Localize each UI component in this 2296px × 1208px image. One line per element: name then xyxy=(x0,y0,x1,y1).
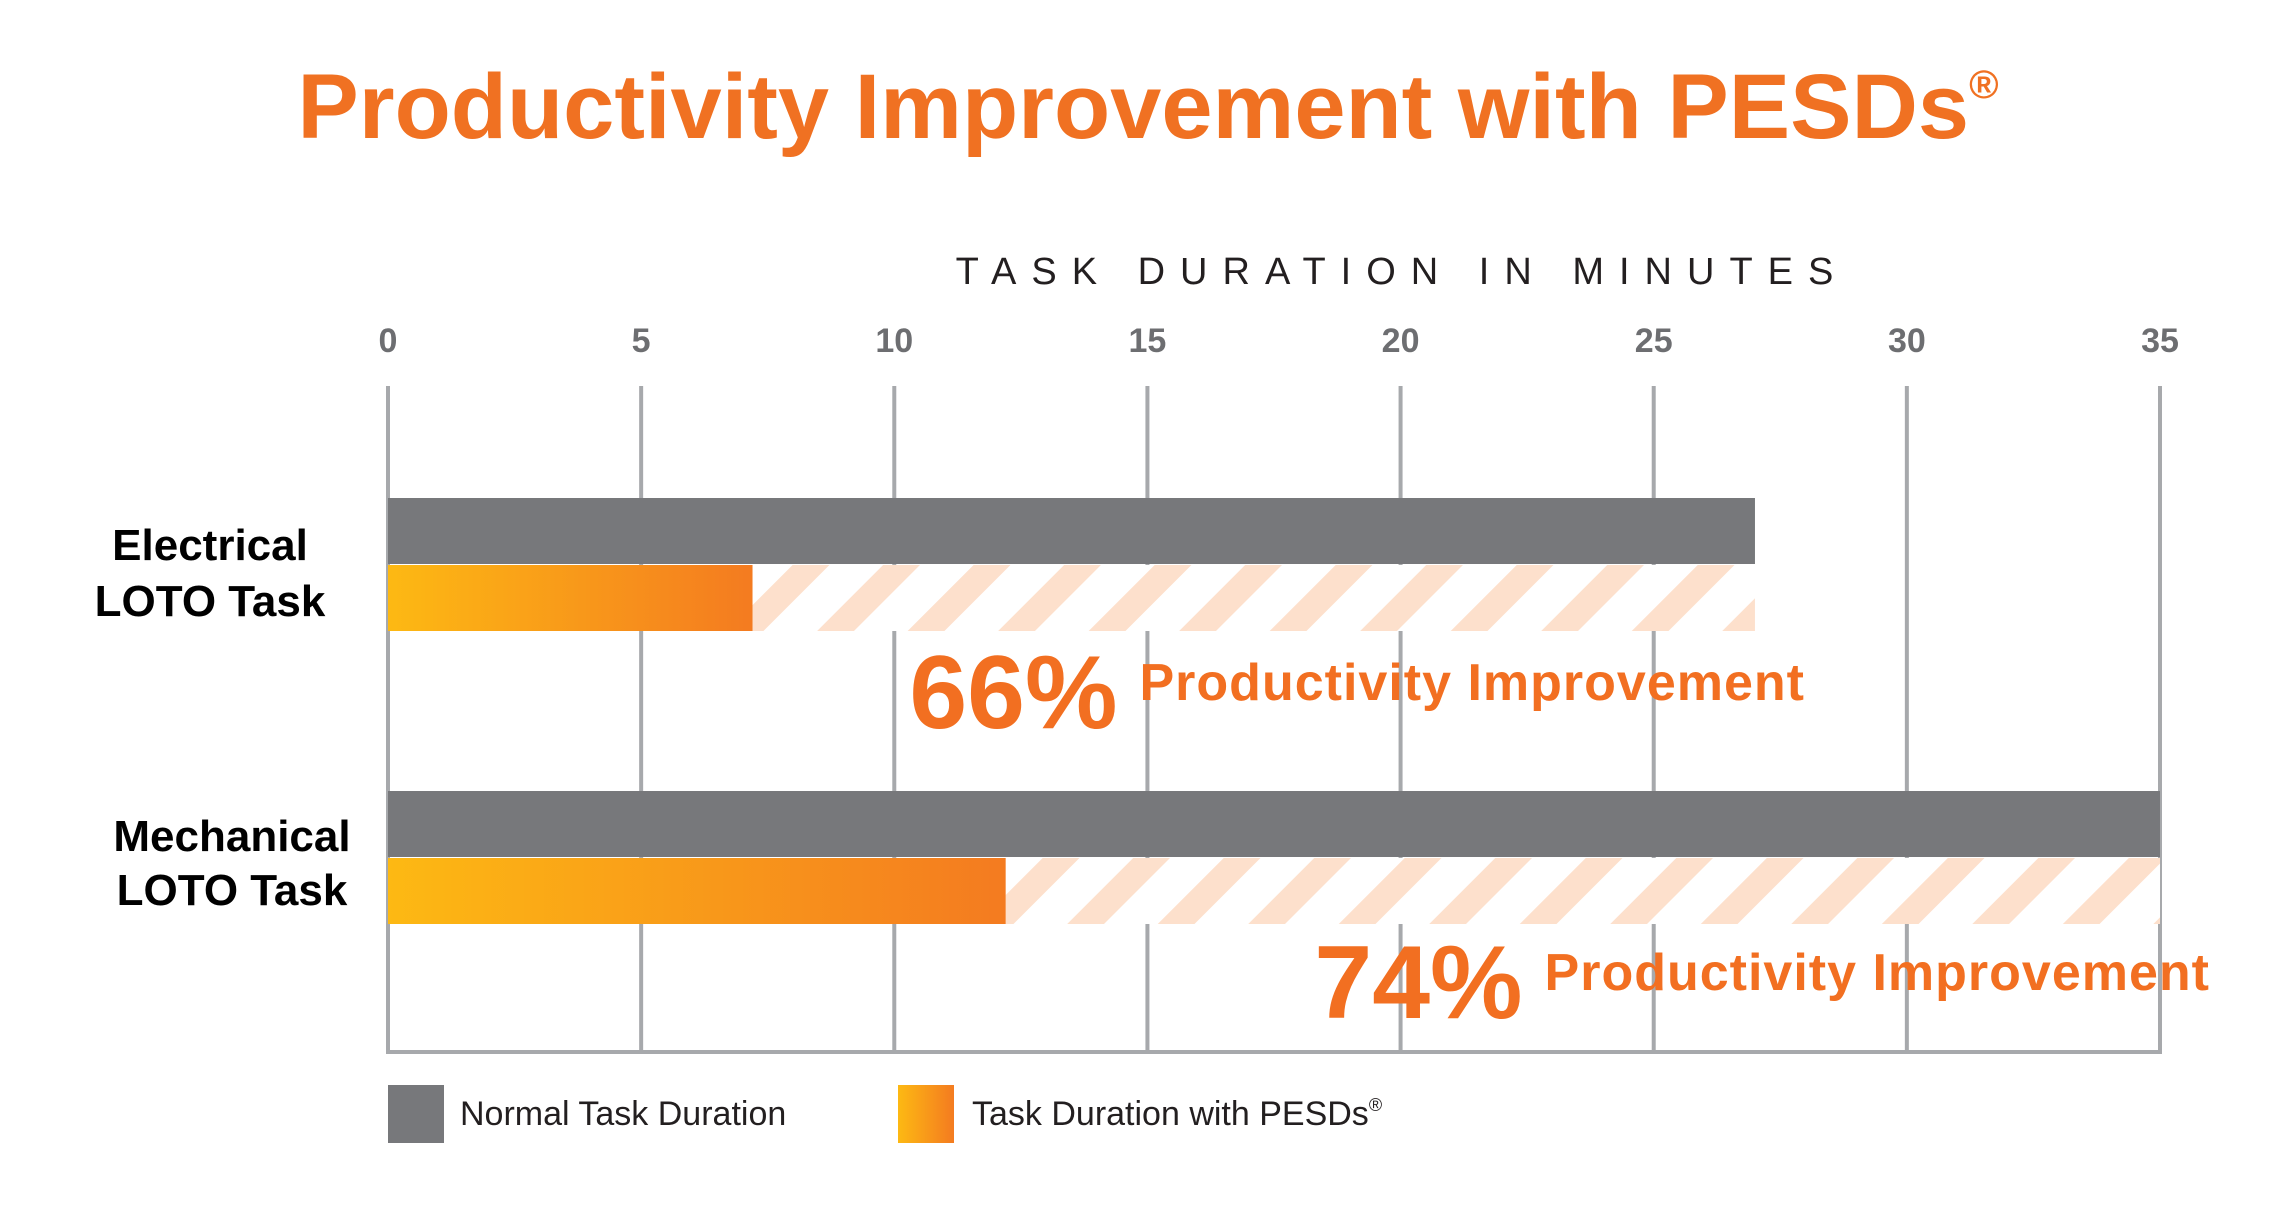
registered-mark: ® xyxy=(1969,63,1998,107)
annotations: Productivity Improvement 66% Productivity … xyxy=(909,635,2210,1041)
bar-normal-duration xyxy=(388,498,1755,564)
bar-pesd-duration xyxy=(388,858,1006,924)
gridlines xyxy=(386,386,2162,1054)
bars xyxy=(388,498,2160,924)
x-tick-label: 0 xyxy=(379,322,398,360)
category-labels: Electrical LOTO Task Mechanical LOTO Task xyxy=(95,521,351,915)
legend-pesd-text: Task Duration with PESDs xyxy=(972,1095,1369,1133)
category-label-line1: Electrical xyxy=(112,521,308,570)
legend: Normal Task Duration Task Duration with … xyxy=(388,1085,1382,1143)
legend-normal-label: Normal Task Duration xyxy=(460,1095,786,1133)
x-tick-label: 35 xyxy=(2141,322,2179,360)
legend-pesd-swatch xyxy=(898,1085,954,1143)
category-label-line1: Mechanical xyxy=(113,812,350,861)
legend-normal-swatch xyxy=(388,1085,444,1143)
category-label-line2: LOTO Task xyxy=(117,866,348,915)
x-tick-label: 25 xyxy=(1635,322,1673,360)
category-label-line2: LOTO Task xyxy=(95,577,326,626)
x-tick-labels: 0 5 10 15 20 25 30 35 xyxy=(379,322,2179,360)
legend-registered-mark: ® xyxy=(1369,1095,1382,1115)
annotation-percent: 66% xyxy=(909,635,1117,751)
legend-pesd-label: Task Duration with PESDs® xyxy=(972,1095,1382,1133)
annotation-text: Productivity Improvement xyxy=(1545,944,2210,1002)
bar-normal-duration xyxy=(388,791,2160,857)
x-tick-label: 20 xyxy=(1382,322,1420,360)
annotation-percent: 74% xyxy=(1314,925,1522,1041)
x-tick-label: 5 xyxy=(632,322,651,360)
chart-title: Productivity Improvement with PESDs® xyxy=(297,56,1998,158)
x-tick-label: 30 xyxy=(1888,322,1926,360)
x-tick-label: 15 xyxy=(1129,322,1167,360)
bar-time-saved-hatch xyxy=(1005,858,2160,924)
x-axis-label: TASK DURATION IN MINUTES xyxy=(956,251,1849,293)
bar-pesd-duration xyxy=(388,565,753,631)
x-tick-label: 10 xyxy=(875,322,913,360)
chart-title-text: Productivity Improvement with PESDs xyxy=(297,56,1969,158)
bar-time-saved-hatch xyxy=(752,565,1755,631)
annotation-text: Productivity Improvement xyxy=(1140,654,1805,712)
